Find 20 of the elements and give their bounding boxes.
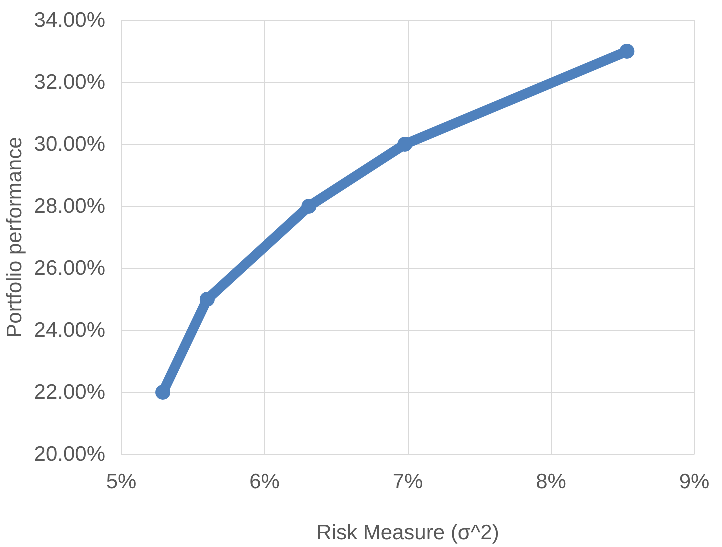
- y-tick-label: 34.00%: [34, 9, 106, 32]
- point: [200, 292, 215, 307]
- x-tick-label: 5%: [106, 470, 137, 494]
- x-tick-label: 6%: [250, 470, 280, 494]
- y-tick-label: 24.00%: [34, 319, 106, 342]
- point: [620, 44, 635, 59]
- point: [156, 385, 171, 400]
- point: [398, 137, 413, 152]
- x-tick-label: 7%: [392, 470, 424, 494]
- x-tick-label: 9%: [679, 470, 710, 494]
- y-tick-label: 26.00%: [34, 257, 106, 280]
- y-tick-label: 32.00%: [34, 71, 106, 94]
- y-axis-title: Portfolio performance: [3, 137, 26, 338]
- x-axis-title: Risk Measure (σ^2): [316, 522, 500, 544]
- y-tick-label: 20.00%: [34, 443, 106, 466]
- y-tick-label: 22.00%: [34, 381, 106, 404]
- x-tick-label: 8%: [536, 470, 566, 494]
- y-tick-label: 28.00%: [34, 195, 106, 218]
- y-tick-label: 30.00%: [34, 133, 106, 156]
- point: [302, 199, 317, 214]
